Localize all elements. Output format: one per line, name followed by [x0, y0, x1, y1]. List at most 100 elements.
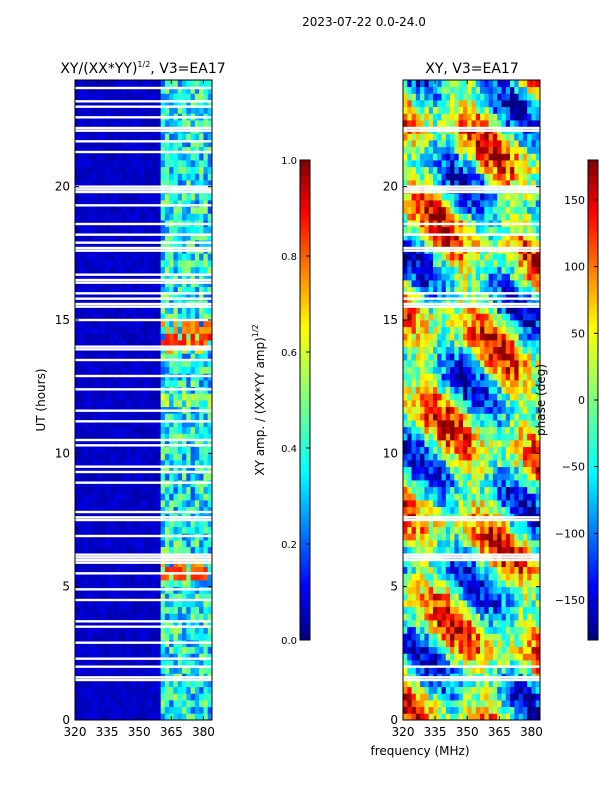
- right-cell: [403, 453, 408, 461]
- right-cell: [403, 700, 408, 708]
- left-cell: [203, 680, 209, 688]
- right-cell: [462, 440, 468, 448]
- right-cell: [484, 606, 490, 614]
- left-cell: [186, 633, 191, 641]
- left-cell: [83, 266, 89, 274]
- right-cell: [471, 613, 477, 621]
- left-cell: [177, 360, 183, 368]
- left-cell: [109, 366, 114, 374]
- left-cell: [79, 446, 84, 454]
- left-cell: [169, 700, 174, 708]
- right-cell: [492, 493, 498, 501]
- right-cell: [518, 453, 524, 461]
- left-cell: [113, 466, 119, 474]
- left-cell: [113, 293, 119, 301]
- right-cell: [488, 686, 494, 694]
- left-cell: [117, 313, 123, 321]
- left-cell: [100, 680, 106, 688]
- right-cell: [475, 480, 481, 488]
- left-cell: [139, 453, 144, 461]
- right-cell: [518, 480, 524, 488]
- left-cell: [139, 600, 144, 608]
- left-cell: [190, 573, 196, 581]
- left-cell: [122, 600, 127, 608]
- left-cell: [190, 133, 196, 141]
- right-cell: [428, 666, 434, 674]
- right-cell: [411, 653, 417, 661]
- left-cell: [190, 700, 196, 708]
- left-cell: [152, 200, 157, 208]
- right-cell: [531, 606, 537, 614]
- left-cell: [143, 93, 149, 101]
- right-cell: [458, 460, 464, 468]
- left-cell: [92, 180, 97, 188]
- right-cell: [450, 446, 455, 454]
- left-cell: [160, 120, 166, 128]
- right-cell: [505, 620, 511, 628]
- left-cell: [134, 653, 140, 661]
- left-cell: [190, 173, 196, 181]
- right-cell: [492, 586, 498, 594]
- left-cell: [113, 360, 119, 368]
- left-cell: [186, 706, 191, 714]
- right-cell: [437, 486, 442, 494]
- right-cell: [462, 580, 468, 588]
- left-cell: [190, 293, 196, 301]
- right-cell: [450, 520, 455, 528]
- left-cell: [203, 606, 209, 614]
- right-cell: [467, 700, 472, 708]
- left-cell: [152, 340, 157, 348]
- right-cell: [467, 606, 472, 614]
- right-cell: [407, 340, 412, 348]
- left-cell: [122, 380, 127, 388]
- left-cell: [100, 266, 106, 274]
- right-cell: [510, 346, 515, 354]
- left-cell: [182, 173, 187, 181]
- left-cell: [92, 340, 97, 348]
- left-cell: [164, 540, 170, 548]
- left-cell: [207, 306, 213, 314]
- right-cell: [535, 593, 541, 601]
- right-cell: [492, 386, 498, 394]
- left-cell: [96, 320, 102, 328]
- right-cell: [432, 360, 438, 368]
- right-cell: [467, 620, 472, 628]
- right-cell: [501, 493, 507, 501]
- right-cell: [522, 593, 528, 601]
- left-cell: [122, 200, 127, 208]
- left-cell: [96, 193, 102, 201]
- right-cell: [497, 353, 502, 361]
- right-cell: [458, 546, 464, 554]
- right-cell: [492, 606, 498, 614]
- right-cell: [467, 653, 472, 661]
- left-cell: [143, 700, 149, 708]
- left-cell: [173, 426, 179, 434]
- left-cell: [75, 626, 80, 634]
- right-cell: [445, 400, 451, 408]
- left-cell: [134, 613, 140, 621]
- left-flagged-row: [75, 188, 212, 191]
- left-cell: [87, 360, 93, 368]
- left-cell: [203, 500, 209, 508]
- left-cell: [199, 493, 204, 501]
- right-cell: [501, 706, 507, 714]
- left-cell: [186, 160, 191, 168]
- left-cell: [160, 253, 166, 261]
- left-cell: [130, 320, 136, 328]
- left-cell: [113, 453, 119, 461]
- right-cell: [424, 533, 430, 541]
- left-cell: [156, 546, 162, 554]
- left-cell: [182, 580, 187, 588]
- left-cell: [100, 393, 106, 401]
- left-cell: [182, 693, 187, 701]
- left-cell: [182, 360, 187, 368]
- left-cell: [96, 273, 102, 281]
- right-cell: [432, 340, 438, 348]
- left-cell: [96, 360, 102, 368]
- right-cell: [403, 380, 408, 388]
- right-cell: [462, 506, 468, 514]
- left-cell: [164, 440, 170, 448]
- left-cell: [147, 200, 153, 208]
- right-cell: [407, 533, 412, 541]
- left-cell: [113, 566, 119, 574]
